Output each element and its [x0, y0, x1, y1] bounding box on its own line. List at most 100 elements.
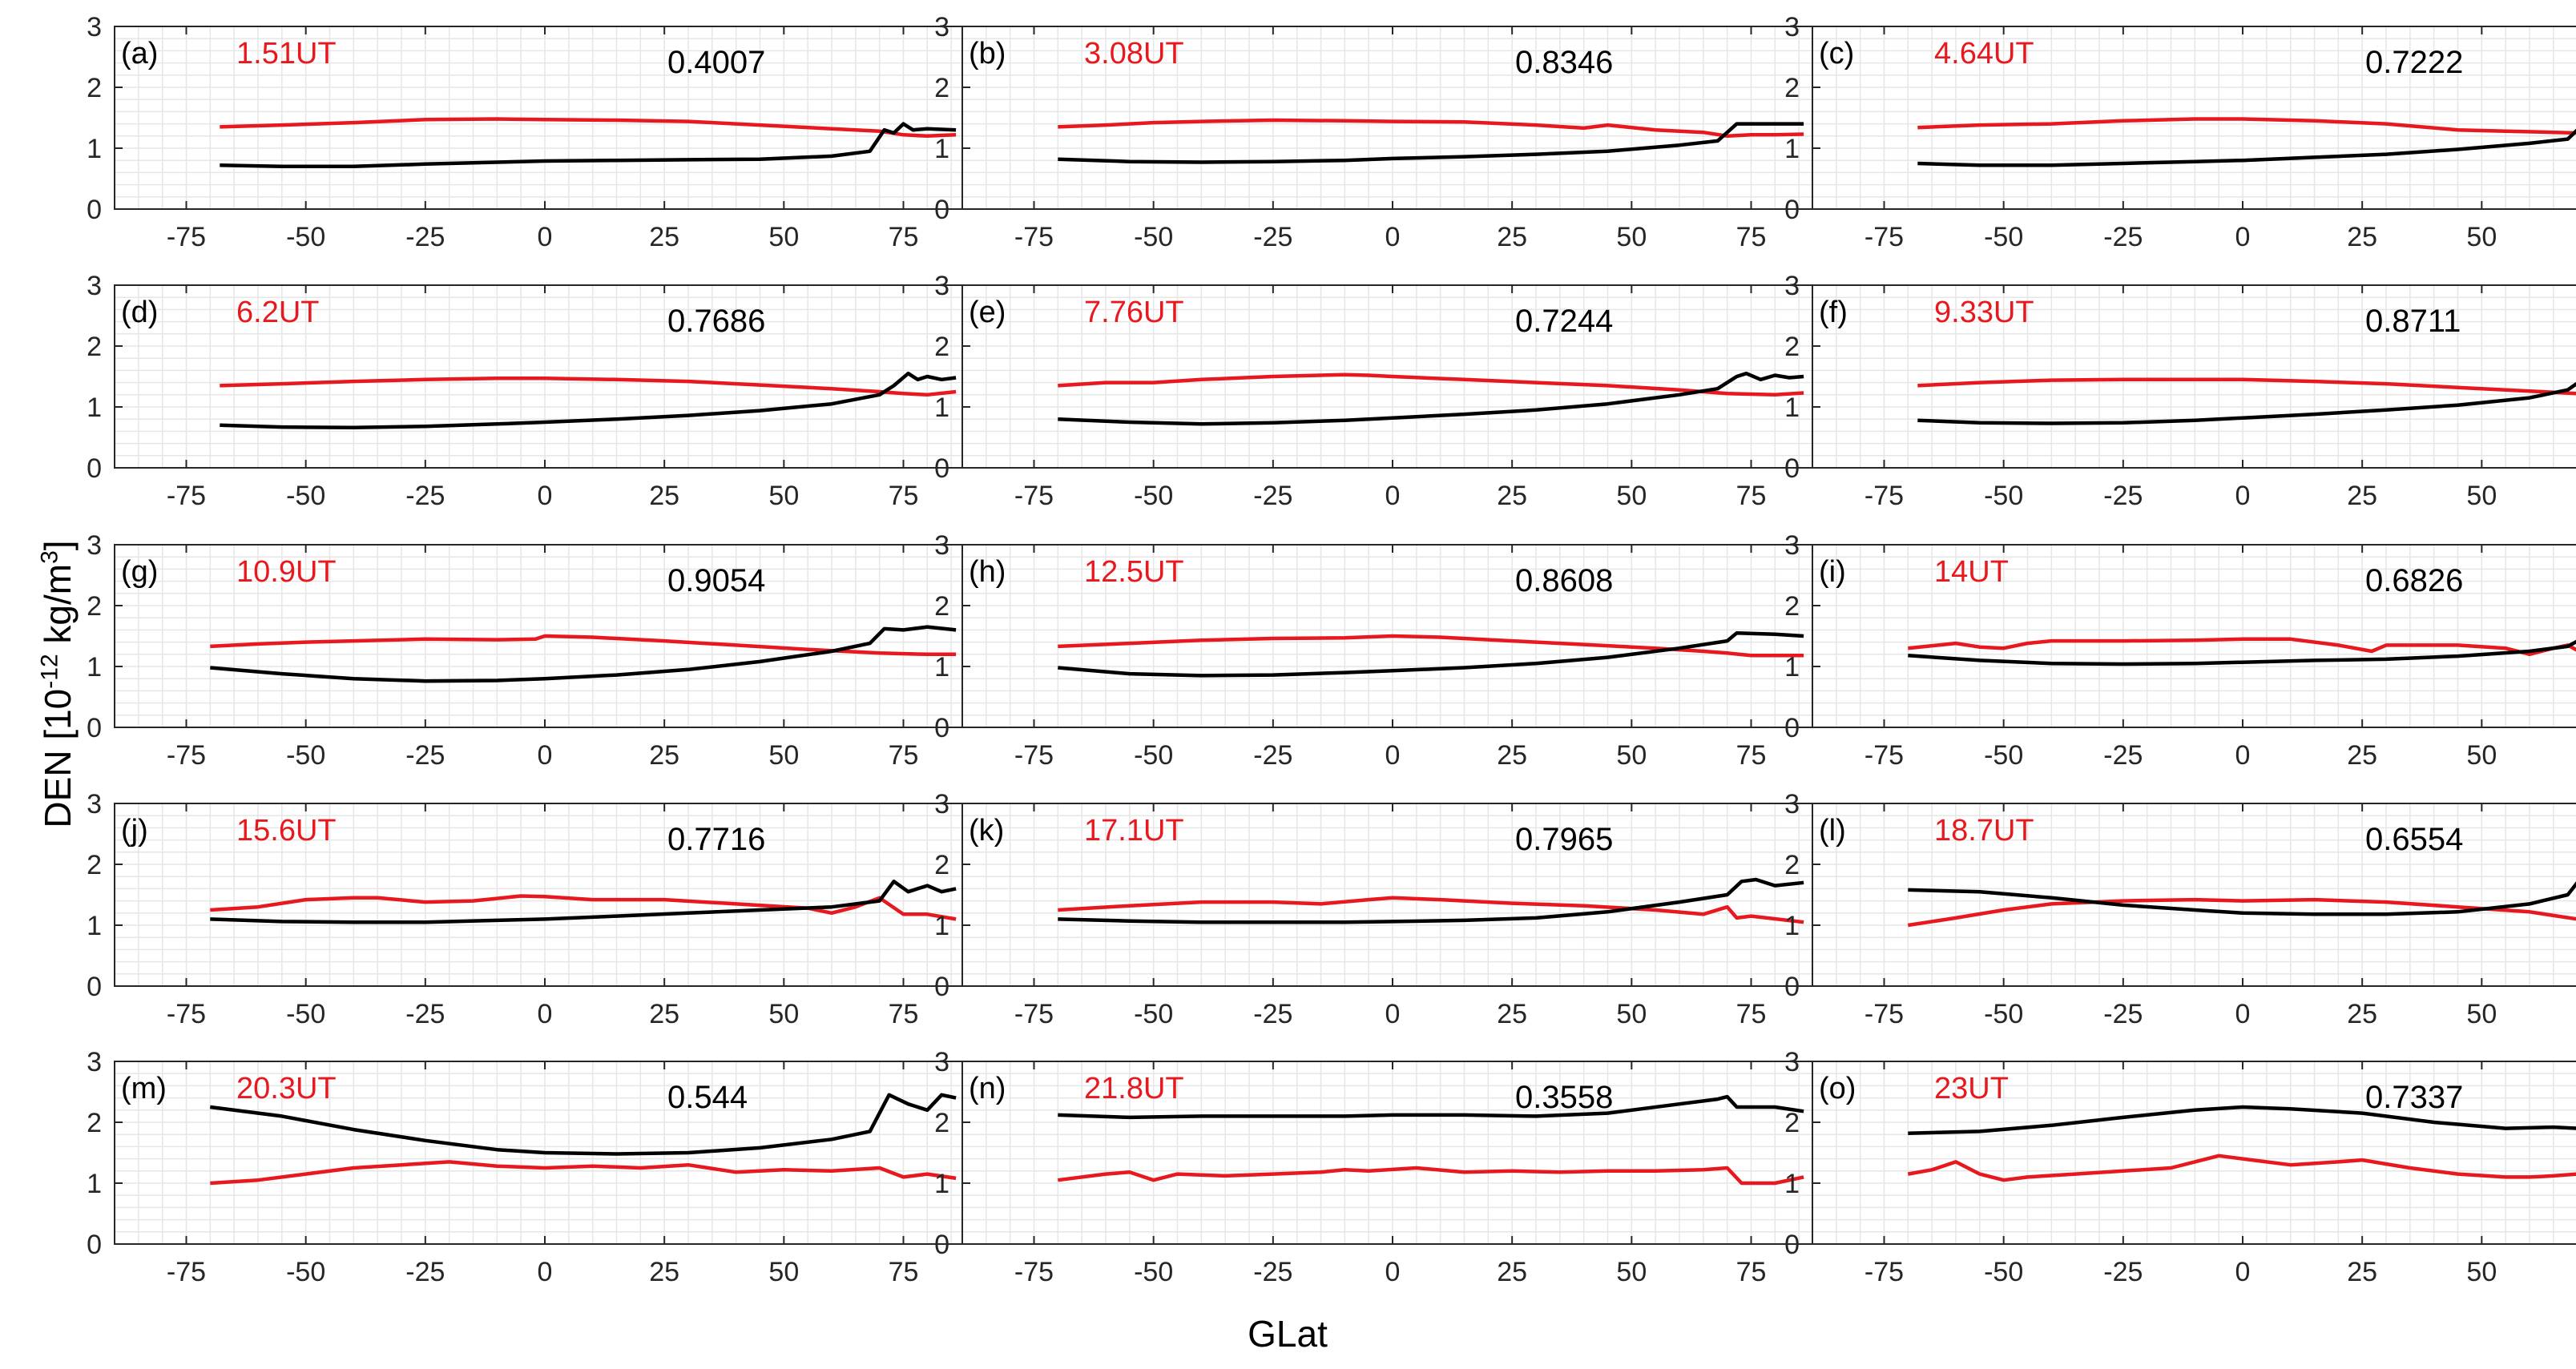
x-tick-label: -50: [286, 1257, 325, 1287]
x-tick-label: -50: [1984, 740, 2023, 771]
y-tick-label: 3: [87, 789, 102, 819]
x-tick-label: -75: [1864, 999, 1904, 1029]
grid: [1812, 26, 2576, 209]
y-tick-label: 2: [1784, 591, 1800, 622]
x-tick-label: 25: [1497, 222, 1527, 252]
x-tick-label: 25: [649, 222, 679, 252]
ut-time-label: 9.33UT: [1934, 296, 2034, 329]
red-series-line: [220, 117, 957, 139]
y-tick-label: 0: [87, 972, 102, 1002]
y-axis-label-base: DEN [10: [37, 688, 79, 828]
x-tick-label: -75: [1014, 1257, 1054, 1287]
x-tick-label: 25: [649, 1257, 679, 1287]
x-tick-label: 75: [889, 481, 919, 511]
y-tick-label: 3: [934, 530, 949, 561]
black-series-line: [1908, 881, 2576, 916]
correlation-value: 0.6554: [2365, 822, 2463, 857]
y-tick-label: 0: [87, 1230, 102, 1260]
grid: [962, 26, 1823, 209]
x-tick-label: 25: [1497, 999, 1527, 1029]
y-tick-label: 3: [934, 789, 949, 819]
red-series-line: [210, 1160, 957, 1186]
x-tick-label: 50: [768, 481, 799, 511]
y-tick-label: 2: [1784, 850, 1800, 880]
ut-time-label: 10.9UT: [236, 555, 337, 589]
x-tick-label: 75: [1736, 222, 1767, 252]
x-tick-label: 50: [1616, 222, 1647, 252]
panel-label: (k): [969, 814, 1004, 848]
x-tick-label: -25: [2103, 1257, 2143, 1287]
y-tick-label: 3: [1784, 1047, 1800, 1077]
grid: [962, 545, 1823, 727]
x-tick-label: 75: [1736, 1257, 1767, 1287]
x-tick-label: -25: [2103, 222, 2143, 252]
x-tick-label: 25: [1497, 481, 1527, 511]
y-axis-label-close: ]: [37, 540, 79, 551]
grid: [115, 545, 975, 727]
x-tick-label: 50: [768, 999, 799, 1029]
ut-time-label: 23UT: [1934, 1072, 2009, 1105]
x-tick-label: 0: [2235, 1257, 2251, 1287]
y-tick-label: 1: [934, 134, 949, 164]
x-tick-label: 25: [2347, 481, 2377, 511]
y-tick-label: 3: [1784, 789, 1800, 819]
grid: [962, 803, 1823, 986]
panel-label: (i): [1819, 555, 1846, 589]
correlation-value: 0.7244: [1515, 304, 1613, 339]
panel-d: -75 -50 -25 0 25 50 75 0 1 2 3 (d) 6.2UT 0.7686: [87, 271, 976, 511]
x-tick-label: 0: [1385, 740, 1401, 771]
x-tick-label: -25: [405, 740, 445, 771]
correlation-value: 0.6826: [2365, 563, 2463, 598]
y-tick-label: 0: [1784, 453, 1800, 484]
y-tick-label: 0: [934, 713, 949, 743]
y-tick-label: 2: [87, 1108, 102, 1138]
x-tick-label: -25: [405, 481, 445, 511]
black-series-line: [1917, 381, 2576, 425]
y-tick-label: 3: [87, 271, 102, 301]
panel-label: (m): [121, 1072, 167, 1105]
x-tick-label: -75: [1014, 481, 1054, 511]
x-tick-label: 75: [889, 740, 919, 771]
y-tick-label: 2: [1784, 73, 1800, 103]
y-tick-label: 3: [934, 271, 949, 301]
red-series-line: [1058, 634, 1804, 658]
x-tick-label: 25: [2347, 1257, 2377, 1287]
plot-area: [1812, 285, 2576, 468]
correlation-value: 0.8711: [2365, 304, 2461, 339]
panel-a: -75 -50 -25 0 25 50 75 0 1 2 3 (a) 1.51UT 0.4007: [87, 12, 976, 252]
y-tick-label: 0: [1784, 972, 1800, 1002]
y-tick-label: 2: [934, 850, 949, 880]
x-tick-label: 0: [538, 999, 553, 1029]
x-tick-label: -25: [405, 222, 445, 252]
y-tick-label: 1: [1784, 652, 1800, 682]
correlation-value: 0.7337: [2365, 1080, 2463, 1115]
y-tick-label: 2: [87, 73, 102, 103]
x-tick-label: -50: [286, 222, 325, 252]
y-tick-label: 1: [87, 134, 102, 164]
x-tick-label: -50: [286, 999, 325, 1029]
correlation-value: 0.4007: [667, 45, 765, 80]
panel-label: (o): [1819, 1072, 1856, 1105]
panel-k: -75 -50 -25 0 25 50 75 0 1 2 3 (k) 17.1UT 0.7965: [934, 789, 1824, 1029]
x-tick-label: -50: [286, 740, 325, 771]
y-tick-label: 1: [934, 652, 949, 682]
x-tick-label: 50: [1616, 481, 1647, 511]
red-series-line: [1058, 118, 1804, 139]
black-series-line: [210, 880, 957, 924]
x-tick-label: -75: [1014, 999, 1054, 1029]
x-tick-label: 0: [1385, 999, 1401, 1029]
plot-area: [1812, 1061, 2576, 1244]
x-axis-label: GLat: [1248, 1313, 1328, 1355]
y-tick-label: 2: [1784, 1108, 1800, 1138]
y-tick-label: 3: [1784, 530, 1800, 561]
y-tick-label: 0: [1784, 1230, 1800, 1260]
y-tick-label: 1: [934, 911, 949, 941]
y-tick-label: 1: [1784, 1169, 1800, 1199]
panel-label: (d): [121, 296, 158, 329]
y-tick-label: 1: [87, 393, 102, 423]
x-tick-label: 75: [1736, 740, 1767, 771]
y-tick-label: 3: [87, 530, 102, 561]
